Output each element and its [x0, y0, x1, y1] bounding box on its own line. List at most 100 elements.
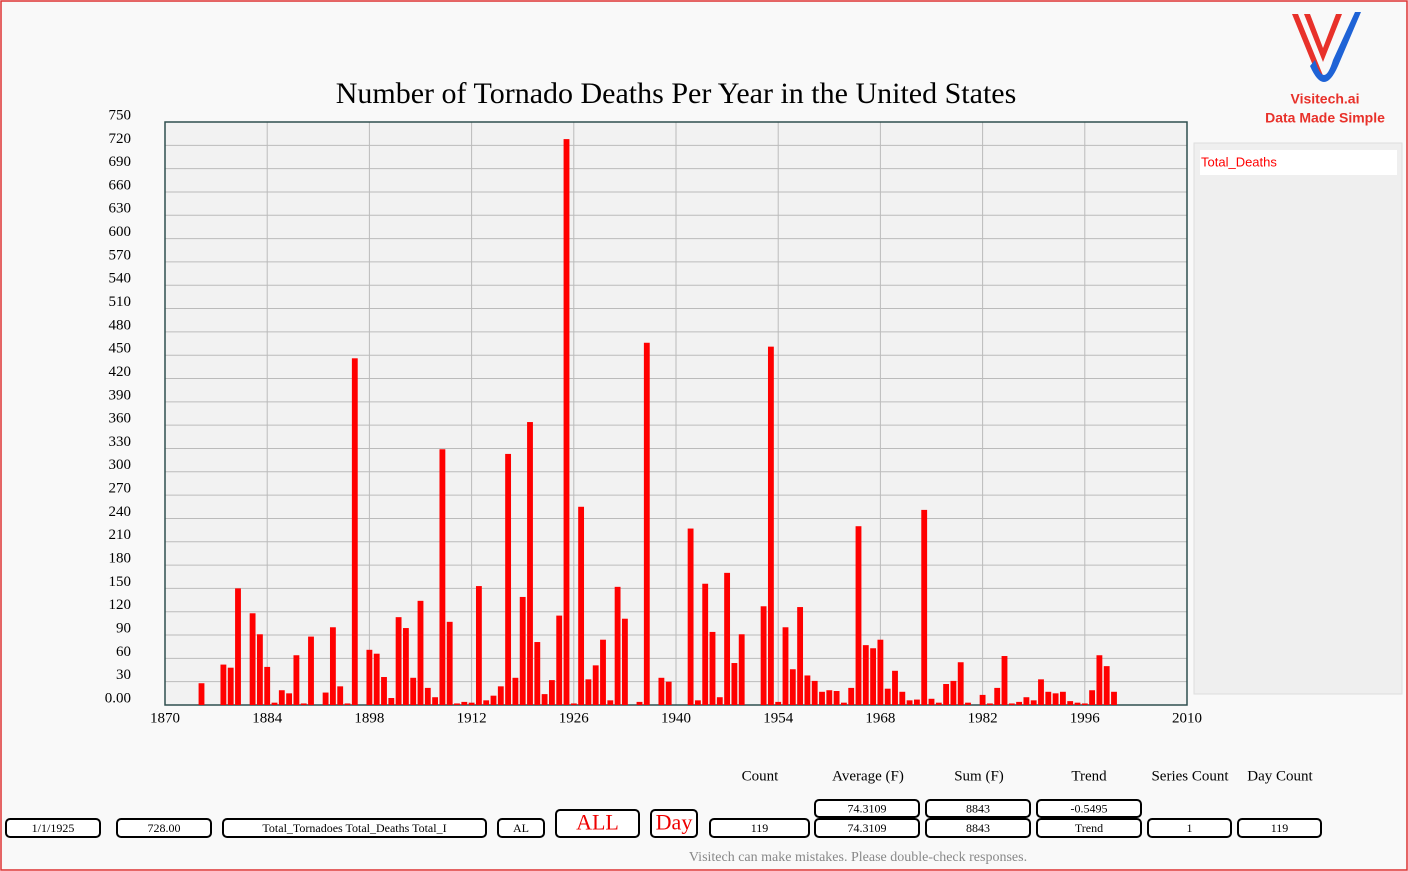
logo-name: Visitech.ai	[1290, 91, 1359, 107]
y-tick-label: 150	[109, 574, 132, 590]
bar	[395, 617, 402, 705]
field[interactable]: AL	[513, 821, 529, 835]
bar	[731, 663, 738, 705]
bar	[694, 700, 701, 705]
bar	[410, 677, 417, 705]
y-tick-label: 450	[109, 341, 132, 357]
y-tick-label: 390	[109, 387, 132, 403]
stat-bottom-box	[814, 818, 920, 838]
bar	[300, 703, 307, 705]
bar	[600, 639, 606, 705]
bar	[899, 691, 906, 705]
bar	[643, 342, 650, 705]
bar	[534, 642, 541, 705]
field-box[interactable]	[497, 818, 545, 838]
y-tick-label: 300	[109, 457, 132, 473]
field-box[interactable]	[5, 818, 101, 838]
bar	[475, 586, 482, 705]
bar	[337, 686, 344, 705]
legend-panel	[1193, 142, 1403, 695]
bar	[811, 680, 818, 705]
bar	[935, 702, 942, 705]
bar	[402, 628, 409, 705]
y-tick-label: 540	[109, 271, 132, 287]
y-tick-label: 690	[109, 154, 132, 170]
logo-tagline: Data Made Simple	[1265, 110, 1385, 126]
y-tick-label: 480	[109, 317, 132, 333]
x-tick-label: 1912	[457, 710, 487, 726]
bar	[658, 677, 665, 705]
bar	[950, 680, 957, 705]
field[interactable]: 728.00	[148, 821, 181, 835]
logo-mark	[1292, 14, 1324, 78]
bar	[862, 645, 869, 705]
bar	[563, 139, 570, 706]
stat-bottom: 74.3109	[848, 821, 887, 835]
y-tick-label: 210	[109, 527, 132, 543]
field[interactable]: Total_Tornadoes Total_Deaths Total_I	[262, 821, 446, 835]
x-tick-label: 1996	[1070, 710, 1101, 726]
stat-top-box	[1036, 799, 1142, 818]
button[interactable]: Day	[656, 810, 693, 835]
y-tick-label: 240	[109, 504, 132, 520]
button-box[interactable]	[650, 809, 698, 838]
bar	[351, 358, 358, 705]
stat-bottom: 1	[1187, 821, 1193, 835]
y-tick-label: 420	[109, 364, 132, 380]
bar	[344, 703, 351, 705]
stat-top-box	[925, 799, 1031, 818]
disclaimer: Visitech can make mistakes. Please doubl…	[689, 850, 1027, 865]
button-box[interactable]	[555, 809, 640, 838]
y-tick-label: 90	[116, 620, 131, 636]
y-tick-label: 60	[116, 644, 131, 660]
stat-header: Series Count	[1151, 768, 1229, 784]
stat-header: Day Count	[1247, 768, 1313, 784]
bar	[614, 586, 621, 705]
bar	[870, 648, 877, 705]
bar	[432, 697, 439, 705]
stat-bottom: 119	[1271, 821, 1289, 835]
bar	[738, 634, 745, 705]
chart-title: Number of Tornado Deaths Per Year in the…	[336, 77, 1017, 110]
y-tick-label: 660	[109, 177, 132, 193]
bar	[1016, 701, 1023, 705]
bar	[278, 690, 285, 705]
bar	[249, 613, 256, 705]
stat-top: 8843	[966, 801, 990, 815]
stat-header: Count	[742, 768, 780, 784]
bar	[892, 670, 898, 705]
button[interactable]: ALL	[576, 810, 619, 835]
bar	[826, 690, 833, 705]
y-tick-label: 360	[109, 411, 132, 427]
bar	[724, 572, 731, 705]
bar	[665, 681, 672, 705]
stat-bottom: 8843	[966, 821, 990, 835]
x-tick-label: 1954	[763, 710, 794, 726]
field-box[interactable]	[222, 818, 487, 838]
bar	[548, 680, 555, 705]
field[interactable]: 1/1/1925	[32, 821, 75, 835]
bar	[906, 700, 913, 705]
y-tick-label: 30	[116, 667, 131, 683]
bar	[329, 627, 336, 705]
bar	[264, 666, 271, 705]
bar	[527, 422, 533, 705]
bar	[621, 618, 628, 705]
bar	[687, 528, 694, 705]
bar	[913, 699, 920, 705]
bar	[833, 691, 840, 705]
plot-border	[164, 121, 1188, 706]
bar	[884, 688, 891, 705]
bar	[424, 687, 431, 705]
bar	[1038, 679, 1044, 705]
y-tick-label: 180	[109, 551, 132, 567]
bar	[1103, 666, 1110, 705]
x-tick-label: 2010	[1172, 710, 1202, 726]
bar	[461, 701, 468, 705]
bar	[235, 588, 241, 705]
bar	[994, 687, 1001, 705]
field-box[interactable]	[116, 818, 212, 838]
bar	[556, 615, 563, 705]
bar	[957, 662, 964, 705]
